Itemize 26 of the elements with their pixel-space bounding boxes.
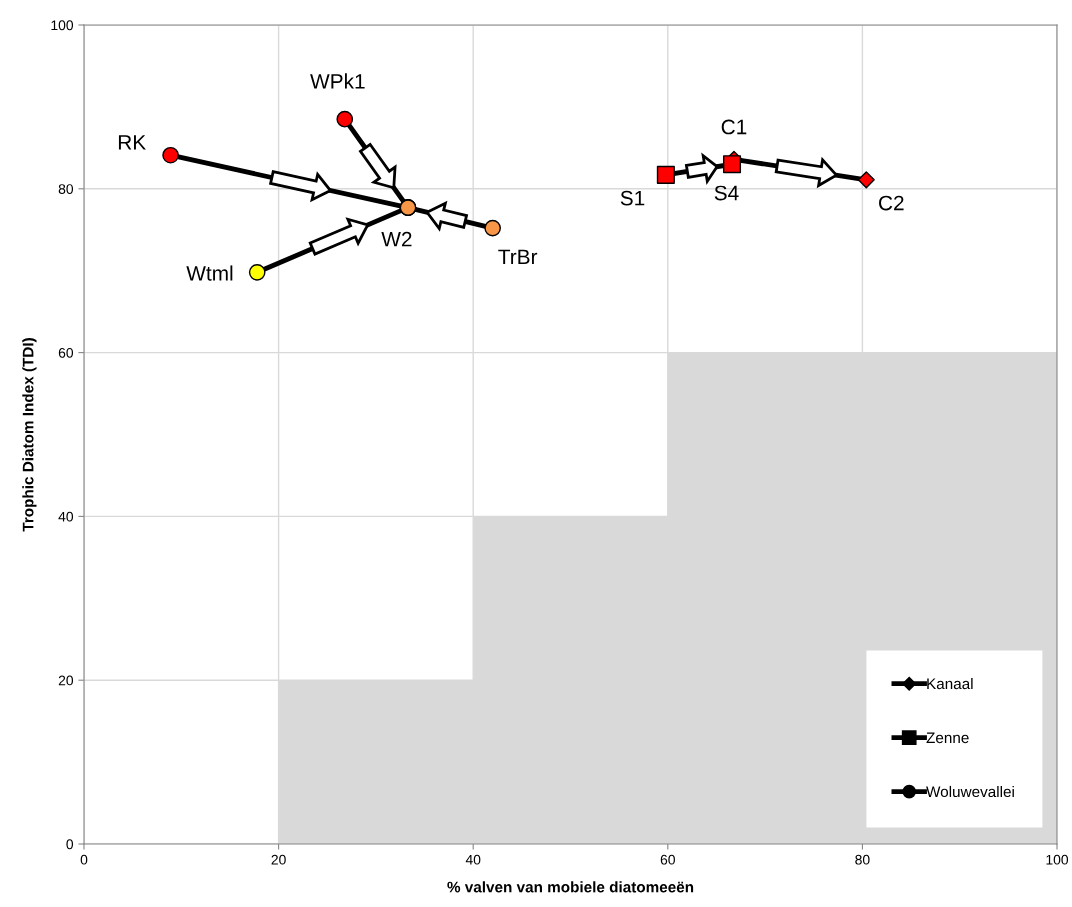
annotation: S4: [714, 185, 739, 201]
legend-label: Woluwevallei: [926, 785, 1014, 798]
x-tick-label: 100: [1046, 854, 1069, 865]
y-tick-label: 20: [58, 675, 74, 686]
x-tick-label: 20: [271, 854, 286, 865]
y-axis-title: Trophic Diatom Index (TDI): [22, 338, 37, 532]
y-tick-label: 60: [58, 347, 74, 358]
annotation: S1: [620, 190, 645, 206]
x-axis-title: % valven van mobiele diatomeeën: [447, 881, 694, 893]
x-tick-label: 60: [660, 854, 675, 865]
annotation: RK: [118, 135, 146, 150]
legend-label: Zenne: [926, 732, 969, 744]
x-tick-label: 0: [80, 854, 88, 865]
annotation: TrBr: [498, 249, 538, 265]
annotation: WPk1: [310, 73, 365, 89]
annotation: C1: [721, 119, 747, 135]
annotation: W2: [381, 231, 412, 247]
y-tick-label: 40: [58, 511, 74, 522]
x-tick-label: 40: [465, 854, 481, 865]
x-tick-label: 80: [855, 854, 870, 865]
y-tick-label: 100: [51, 20, 74, 31]
y-tick-label: 80: [58, 184, 74, 194]
annotation: C2: [879, 195, 904, 211]
legend-label: Kanaal: [927, 677, 973, 690]
y-tick-label: 0: [66, 839, 74, 850]
annotation: Wtml: [186, 265, 233, 281]
